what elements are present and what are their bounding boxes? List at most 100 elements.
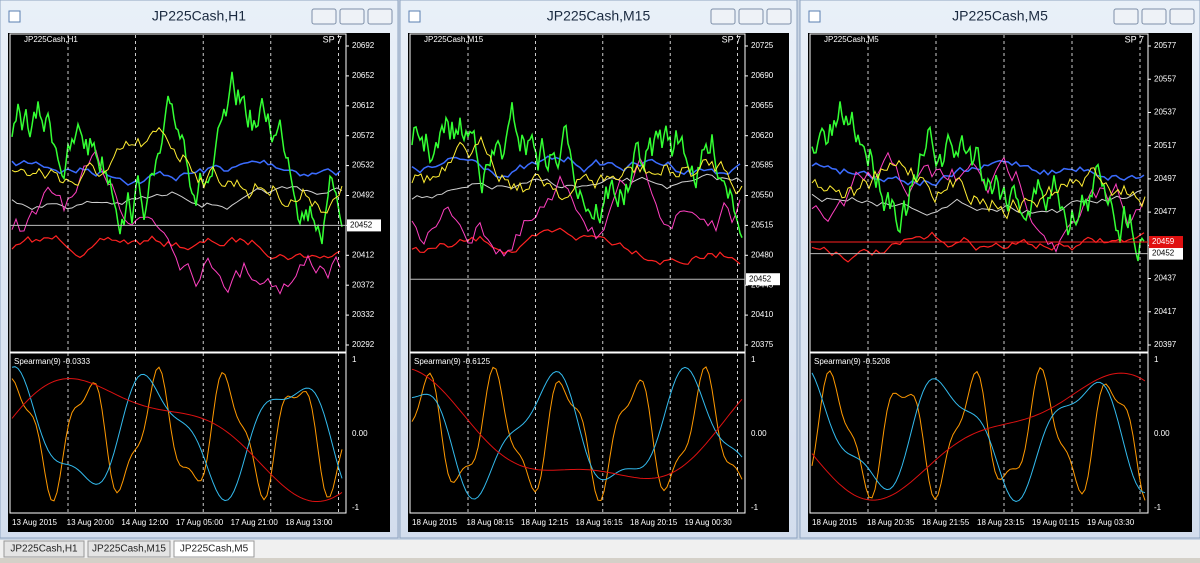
tab[interactable]	[87, 540, 171, 558]
indicator-tick-label: 1	[352, 355, 357, 364]
indicator-border	[409, 352, 746, 514]
date-label: 18 Aug 08:15	[467, 518, 515, 527]
price-tick-label: 20572	[352, 131, 375, 140]
chart-area	[808, 33, 1192, 532]
price-tick-label: 20410	[751, 310, 774, 319]
price-tick-label: 20497	[1154, 174, 1177, 183]
price-tick-label: 20372	[352, 280, 375, 289]
indicator-curve	[11, 377, 343, 502]
price-tick-label: 20577	[1154, 41, 1177, 50]
price-tick-label: 20612	[352, 101, 375, 110]
tab-label: JP225Cash,H1	[10, 544, 78, 555]
window-min-button[interactable]	[311, 8, 337, 25]
chart-curve	[811, 231, 1145, 263]
date-label: 14 Aug 12:00	[121, 518, 169, 527]
chart-curve	[11, 126, 343, 214]
indicator-tick-label: 1	[1154, 355, 1159, 364]
chart-curve	[811, 151, 1145, 253]
price-tick-label: 20397	[1154, 340, 1177, 349]
chart-area	[408, 33, 789, 532]
date-label: 18 Aug 16:15	[576, 518, 624, 527]
chart-curve	[11, 234, 341, 261]
indicator-curve	[811, 366, 1146, 501]
price-tick-label: 20620	[751, 131, 774, 140]
price-tick-label: 20690	[751, 71, 774, 80]
indicator-border	[9, 352, 347, 514]
indicator-curve	[811, 372, 1146, 501]
bid-tag: 20452	[1152, 249, 1175, 258]
indicator-label: Spearman(9) -0.0333	[14, 357, 91, 366]
window-min-button[interactable]	[1113, 8, 1139, 25]
indicator-curve	[11, 366, 343, 502]
spread-label: SP 7	[323, 34, 342, 44]
window-max-button[interactable]	[738, 8, 764, 25]
price-tick-label: 20537	[1154, 108, 1177, 117]
indicator-label: Spearman(9) -0.5208	[814, 357, 891, 366]
price-tick-label: 20655	[751, 101, 774, 110]
window-title: JP225Cash,M15	[547, 8, 651, 24]
window-close-button[interactable]	[1169, 8, 1195, 25]
bid-tag-bg	[1149, 247, 1183, 260]
tab-label: JP225Cash,M5	[180, 544, 249, 555]
window-close-button[interactable]	[766, 8, 792, 25]
date-label: 19 Aug 03:30	[1087, 518, 1135, 527]
chart-border	[809, 33, 1149, 353]
date-label: 17 Aug 21:00	[231, 518, 279, 527]
chart-curve	[411, 135, 743, 201]
chart-area	[8, 33, 390, 532]
window-max-button[interactable]	[339, 8, 365, 25]
date-label: 18 Aug 2015	[812, 518, 857, 527]
price-tick-label: 20585	[751, 161, 774, 170]
bid-tag-bg	[746, 273, 780, 286]
spread-label: SP 7	[1125, 34, 1144, 44]
window-close-button[interactable]	[367, 8, 393, 25]
indicator-curve	[411, 366, 743, 500]
date-label: 18 Aug 2015	[412, 518, 457, 527]
chart-curve	[411, 155, 741, 179]
chart-border	[9, 33, 347, 353]
tab-label: JP225Cash,M15	[92, 544, 166, 555]
window-min-button[interactable]	[710, 8, 736, 25]
price-tick-label: 20652	[352, 71, 375, 80]
spread-label: SP 7	[722, 34, 741, 44]
date-label: 18 Aug 13:00	[285, 518, 333, 527]
chart-curve	[411, 102, 743, 238]
price-tick-label: 20517	[1154, 141, 1177, 150]
symbol-label: JP225Cash,M15	[424, 35, 484, 44]
price-tick-label: 20417	[1154, 307, 1177, 316]
indicator-label: Spearman(9) -0.6125	[414, 357, 491, 366]
window-title: JP225Cash,M5	[952, 8, 1048, 24]
date-label: 19 Aug 01:15	[1032, 518, 1080, 527]
ask-tag-bg	[1149, 236, 1183, 249]
ask-tag: 20459	[1152, 237, 1175, 246]
indicator-tick-label: -1	[1154, 503, 1162, 512]
price-tick-label: 20492	[352, 191, 375, 200]
bid-tag: 20452	[350, 221, 373, 230]
chart-curve	[411, 157, 741, 257]
date-label: 17 Aug 05:00	[176, 518, 224, 527]
window-icon	[408, 10, 421, 23]
date-label: 13 Aug 2015	[12, 518, 57, 527]
price-tick-label: 20550	[751, 191, 774, 200]
price-tick-label: 20480	[751, 250, 774, 259]
window-max-button[interactable]	[1141, 8, 1167, 25]
price-tick-label: 20437	[1154, 274, 1177, 283]
date-label: 18 Aug 12:15	[521, 518, 569, 527]
chart-curve	[11, 186, 343, 210]
price-tick-label: 20532	[352, 161, 375, 170]
price-tick-label: 20292	[352, 340, 375, 349]
window-icon	[8, 10, 21, 23]
chart-curve	[11, 71, 343, 245]
price-tick-label: 20725	[751, 41, 774, 50]
symbol-label: JP225Cash,H1	[24, 35, 78, 44]
indicator-tick-label: 0.00	[1154, 429, 1170, 438]
tab[interactable]	[3, 540, 85, 558]
chart-curve	[811, 101, 1145, 262]
tab[interactable]	[173, 540, 255, 558]
indicator-tick-label: -1	[751, 503, 759, 512]
bid-tag: 20452	[749, 274, 772, 283]
indicator-curve	[11, 366, 343, 502]
price-tick-label: 20375	[751, 340, 774, 349]
price-tick-label: 20515	[751, 221, 774, 230]
